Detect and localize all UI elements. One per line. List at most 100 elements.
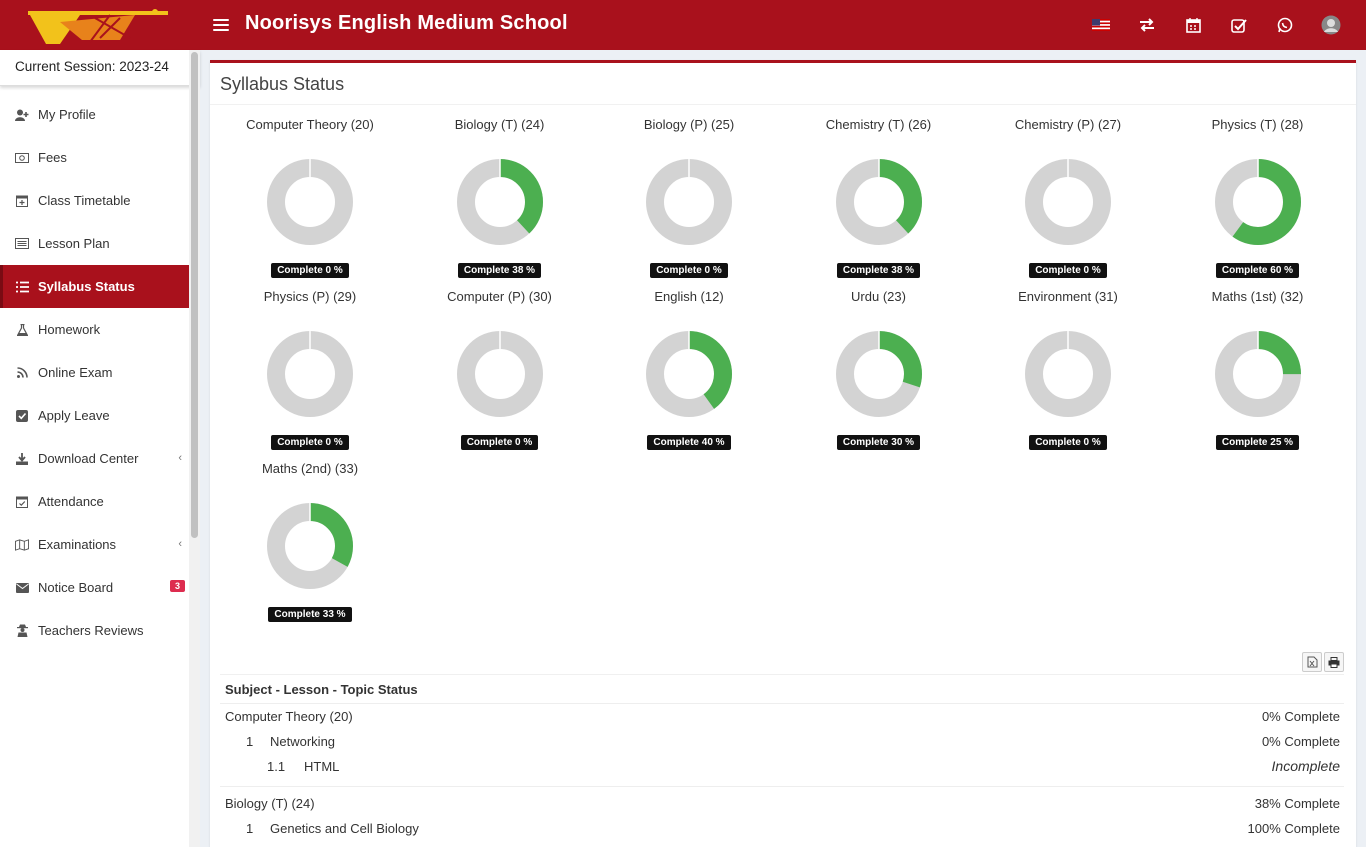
subject-row: Biology (T) (24) 38% Complete — [220, 791, 1344, 816]
chart-title: Computer (P) (30) — [447, 289, 552, 304]
envelope-icon — [15, 581, 29, 595]
doughnut-chart[interactable] — [1023, 329, 1113, 419]
sidebar-item-syllabus-status[interactable]: Syllabus Status — [0, 265, 200, 308]
sidebar-item-examinations[interactable]: Examinations ‹ — [0, 523, 200, 566]
calendar-check-icon — [15, 495, 29, 509]
subject-chart: Chemistry (P) (27) Complete 0 % — [978, 115, 1158, 287]
top-navbar: Noorisys English Medium School — [0, 0, 1366, 50]
school-name: Noorisys English Medium School — [245, 12, 568, 34]
subject-chart: Physics (T) (28) Complete 60 % — [1168, 115, 1348, 287]
doughnut-chart[interactable] — [644, 157, 734, 247]
chart-title: Chemistry (P) (27) — [1014, 117, 1122, 132]
doughnut-chart[interactable] — [1213, 157, 1303, 247]
doughnut-chart[interactable] — [834, 329, 924, 419]
doughnut-chart[interactable] — [455, 329, 545, 419]
lesson-name: Networking — [270, 734, 336, 749]
complete-label: Complete 0 % — [271, 263, 349, 278]
subject-chart: Chemistry (T) (26) Complete 38 % — [789, 115, 969, 287]
sidebar-item-label: Download Center — [38, 451, 139, 466]
complete-label: Complete 0 % — [460, 435, 539, 450]
complete-label: Complete 25 % — [1215, 435, 1300, 450]
complete-label: Complete 0 % — [1029, 435, 1107, 450]
subject-chart: Maths (2nd) (33) Complete 33 % — [220, 459, 400, 631]
sidebar-item-lesson-plan[interactable]: Lesson Plan — [0, 222, 200, 265]
user-secret-icon — [15, 624, 29, 638]
list-icon — [15, 280, 29, 294]
task-check-icon[interactable] — [1216, 13, 1262, 37]
doughnut-chart[interactable] — [1213, 329, 1303, 419]
sidebar-item-attendance[interactable]: Attendance — [0, 480, 200, 523]
school-logo[interactable] — [0, 0, 200, 50]
sidebar-item-label: My Profile — [38, 107, 96, 122]
sidebar-item-notice-board[interactable]: Notice Board 3 — [0, 566, 200, 609]
sidebar-item-label: Online Exam — [38, 365, 113, 380]
check-square-icon — [15, 409, 29, 423]
subject-name: Biology (T) (24) — [225, 796, 315, 811]
scrollbar-thumb[interactable] — [191, 52, 198, 538]
sidebar-item-online-exam[interactable]: Online Exam — [0, 351, 200, 394]
sidebar-item-download-center[interactable]: Download Center ‹ — [0, 437, 200, 480]
map-icon — [15, 538, 29, 552]
subject-chart: Urdu (23) Complete 30 % — [789, 287, 969, 459]
chart-title: Biology (T) (24) — [454, 117, 545, 132]
rss-icon — [15, 366, 29, 380]
sidebar-item-label: Attendance — [38, 494, 104, 509]
export-excel-button[interactable] — [1302, 652, 1322, 672]
whatsapp-icon[interactable] — [1262, 13, 1308, 37]
sidebar-item-apply-leave[interactable]: Apply Leave — [0, 394, 200, 437]
print-button[interactable] — [1324, 652, 1344, 672]
doughnut-chart[interactable] — [455, 157, 545, 247]
doughnut-remaining — [267, 159, 353, 245]
doughnut-chart[interactable] — [265, 329, 355, 419]
complete-label: Complete 38 % — [457, 263, 542, 278]
chart-title: Biology (P) (25) — [643, 117, 735, 132]
lesson-row: 1 Genetics and Cell Biology 100% Complete — [220, 816, 1344, 841]
sidebar-scrollbar[interactable] — [189, 50, 200, 847]
lesson-status: 0% Complete — [1261, 734, 1340, 749]
subject-chart: Computer (P) (30) Complete 0 % — [410, 287, 590, 459]
sidebar-item-fees[interactable]: Fees — [0, 136, 200, 179]
chart-title: Maths (1st) (32) — [1211, 289, 1304, 304]
topic-number: 1.1 — [267, 759, 286, 774]
complete-label: Complete 0 % — [650, 263, 728, 278]
doughnut-chart[interactable] — [644, 329, 734, 419]
doughnut-chart[interactable] — [265, 501, 355, 591]
chevron-left-icon: ‹ — [178, 538, 182, 550]
user-avatar[interactable] — [1308, 13, 1354, 37]
us-flag-icon[interactable] — [1078, 13, 1124, 37]
subject-chart: Environment (31) Complete 0 % — [978, 287, 1158, 459]
subject-status: 0% Complete — [1261, 709, 1340, 724]
sidebar-toggle-icon[interactable] — [213, 16, 229, 34]
complete-label: Complete 60 % — [1215, 263, 1300, 278]
doughnut-chart[interactable] — [834, 157, 924, 247]
doughnut-remaining — [456, 331, 543, 417]
sidebar-item-label: Apply Leave — [38, 408, 110, 423]
chart-title: Physics (P) (29) — [263, 289, 357, 304]
sidebar-item-class-timetable[interactable]: Class Timetable — [0, 179, 200, 222]
chart-title: Physics (T) (28) — [1211, 117, 1304, 132]
subject-chart: Biology (T) (24) Complete 38 % — [410, 115, 590, 287]
switch-icon[interactable] — [1124, 13, 1170, 37]
lesson-row: 1 Networking 0% Complete — [220, 729, 1344, 754]
doughnut-remaining — [646, 159, 732, 245]
current-session: Current Session: 2023-24 — [0, 50, 200, 86]
complete-label: Complete 30 % — [836, 435, 921, 450]
topic-status: Incomplete — [1271, 758, 1340, 774]
subject-chart: Physics (P) (29) Complete 0 % — [220, 287, 400, 459]
sidebar-item-teachers-reviews[interactable]: Teachers Reviews — [0, 609, 200, 652]
chart-title: Urdu (23) — [851, 289, 906, 304]
subject-chart: Maths (1st) (32) Complete 25 % — [1168, 287, 1348, 459]
lesson-status: 100% Complete — [1247, 821, 1341, 836]
sidebar-item-homework[interactable]: Homework — [0, 308, 200, 351]
notice-count-badge: 3 — [169, 580, 185, 592]
sidebar-item-label: Teachers Reviews — [38, 623, 144, 638]
doughnut-chart[interactable] — [1023, 157, 1113, 247]
chart-title: English (12) — [654, 289, 724, 304]
chart-title: Maths (2nd) (33) — [261, 461, 359, 476]
download-icon — [15, 452, 29, 466]
calendar-icon[interactable] — [1170, 13, 1216, 37]
doughnut-chart[interactable] — [265, 157, 355, 247]
subject-chart: Computer Theory (20) Complete 0 % — [220, 115, 400, 287]
sidebar-item-my-profile[interactable]: My Profile — [0, 93, 200, 136]
calendar-plus-icon — [15, 194, 29, 208]
